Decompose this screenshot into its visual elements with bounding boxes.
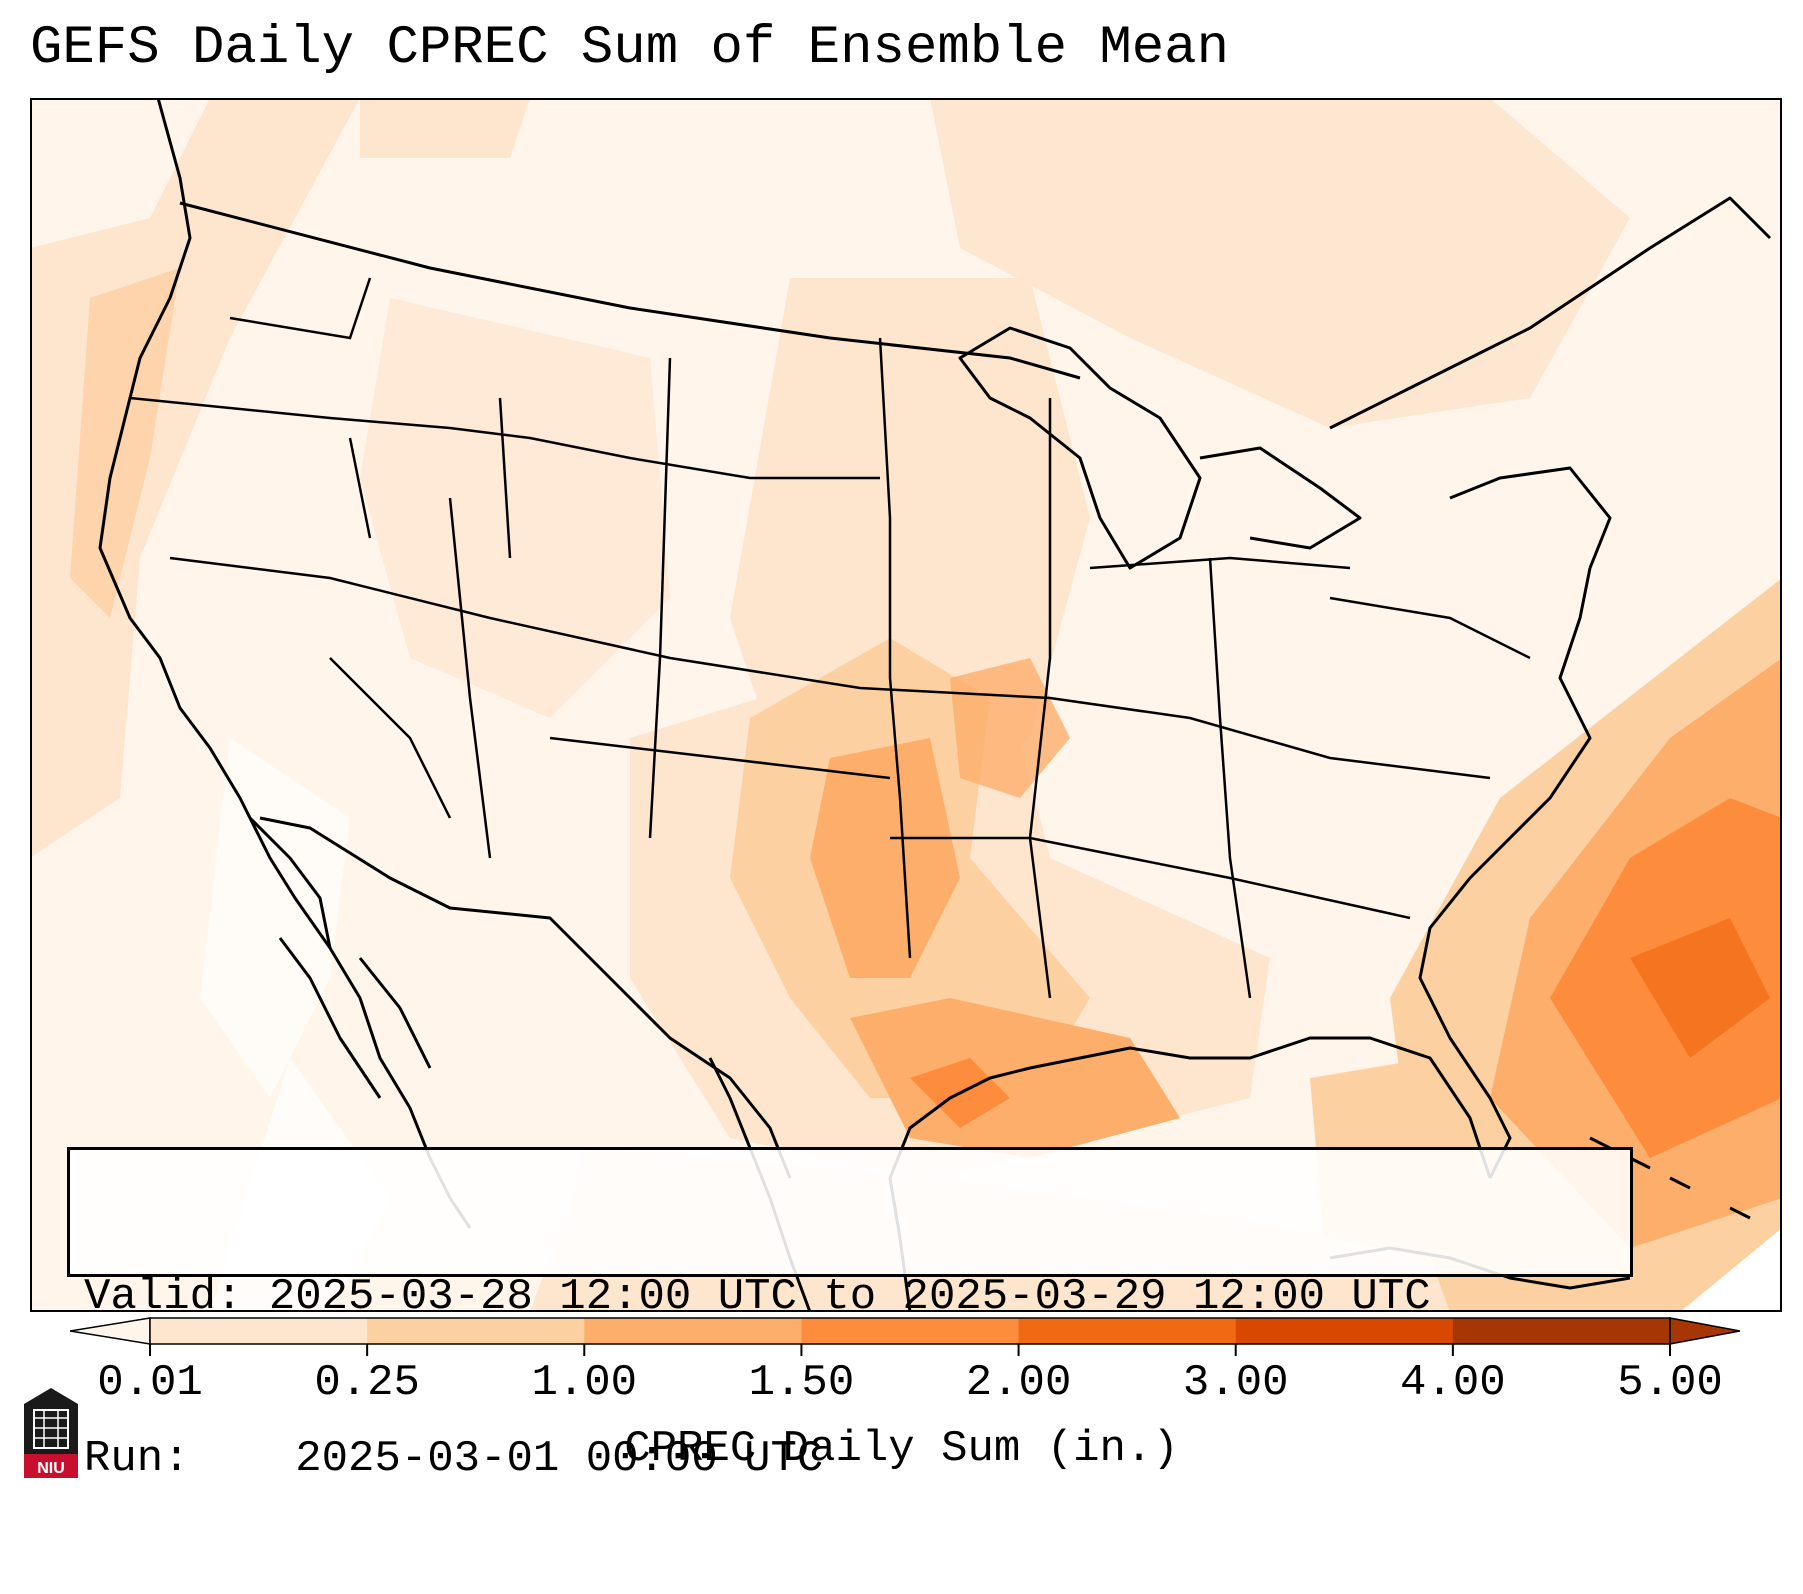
map-figure: GEFS Daily CPREC Sum of Ensemble Mean xyxy=(24,18,1782,1484)
valid-line: Valid: 2025-03-28 12:00 UTC to 2025-03-2… xyxy=(84,1270,1630,1324)
colorbar-segment xyxy=(367,1318,585,1344)
colorbar-tick-label: 5.00 xyxy=(1617,1358,1723,1408)
figure-title: GEFS Daily CPREC Sum of Ensemble Mean xyxy=(30,18,1229,79)
canada-border xyxy=(179,201,1081,380)
colorbar-tick-label: 2.00 xyxy=(965,1358,1072,1408)
northeast-coastline xyxy=(1329,196,1772,569)
colorbar-label: CPREC Daily Sum (in.) xyxy=(624,1424,1179,1474)
colorbar-segment xyxy=(584,1318,802,1344)
run-value: 2025-03-01 00:00 UTC xyxy=(295,1434,824,1484)
run-label: Run: xyxy=(84,1434,190,1484)
colorbar-segment xyxy=(1018,1318,1237,1344)
run-line: Run: 2025-03-01 00:00 UTC xyxy=(84,1432,1630,1486)
west-coastline xyxy=(98,98,472,1229)
colorbar-segment xyxy=(1235,1318,1454,1344)
colorbar-segment xyxy=(150,1318,368,1344)
baja-coastline xyxy=(248,816,432,1099)
colorbar-tick-label: 3.00 xyxy=(1182,1358,1289,1408)
colorbar-tick-label: 4.00 xyxy=(1400,1358,1506,1408)
map-panel xyxy=(30,98,1782,1312)
valid-run-info-box: Valid: 2025-03-28 12:00 UTC to 2025-03-2… xyxy=(67,1147,1633,1484)
colorbar-segment xyxy=(1452,1318,1671,1344)
colorbar-segment xyxy=(801,1318,1020,1344)
colorbar-tick-label: 0.25 xyxy=(314,1358,420,1408)
east-coastline xyxy=(1418,567,1592,1179)
logo-text: NIU xyxy=(37,1460,65,1477)
colorbar-tick-label: 1.50 xyxy=(748,1358,855,1408)
niu-logo xyxy=(24,1388,78,1478)
colorbar-ticks xyxy=(149,1344,1671,1356)
colorbar-outline xyxy=(149,1317,1671,1345)
colorbar-segments xyxy=(70,1317,1740,1345)
colorbar-extend-low xyxy=(70,1317,151,1345)
mexico-border xyxy=(259,816,792,1179)
great-lakes xyxy=(958,326,1202,570)
colorbar-extend-high xyxy=(1669,1317,1740,1345)
precip-shading xyxy=(30,98,1782,1312)
valid-value: 2025-03-28 12:00 UTC to 2025-03-29 12:00… xyxy=(268,1272,1431,1322)
precip-map xyxy=(30,98,1782,1312)
colorbar xyxy=(70,1317,1740,1356)
colorbar-tick-label: 1.00 xyxy=(531,1358,638,1408)
valid-label: Valid: xyxy=(84,1272,243,1322)
colorbar-tick-label: 0.01 xyxy=(97,1358,203,1408)
state-lines xyxy=(129,277,1531,999)
